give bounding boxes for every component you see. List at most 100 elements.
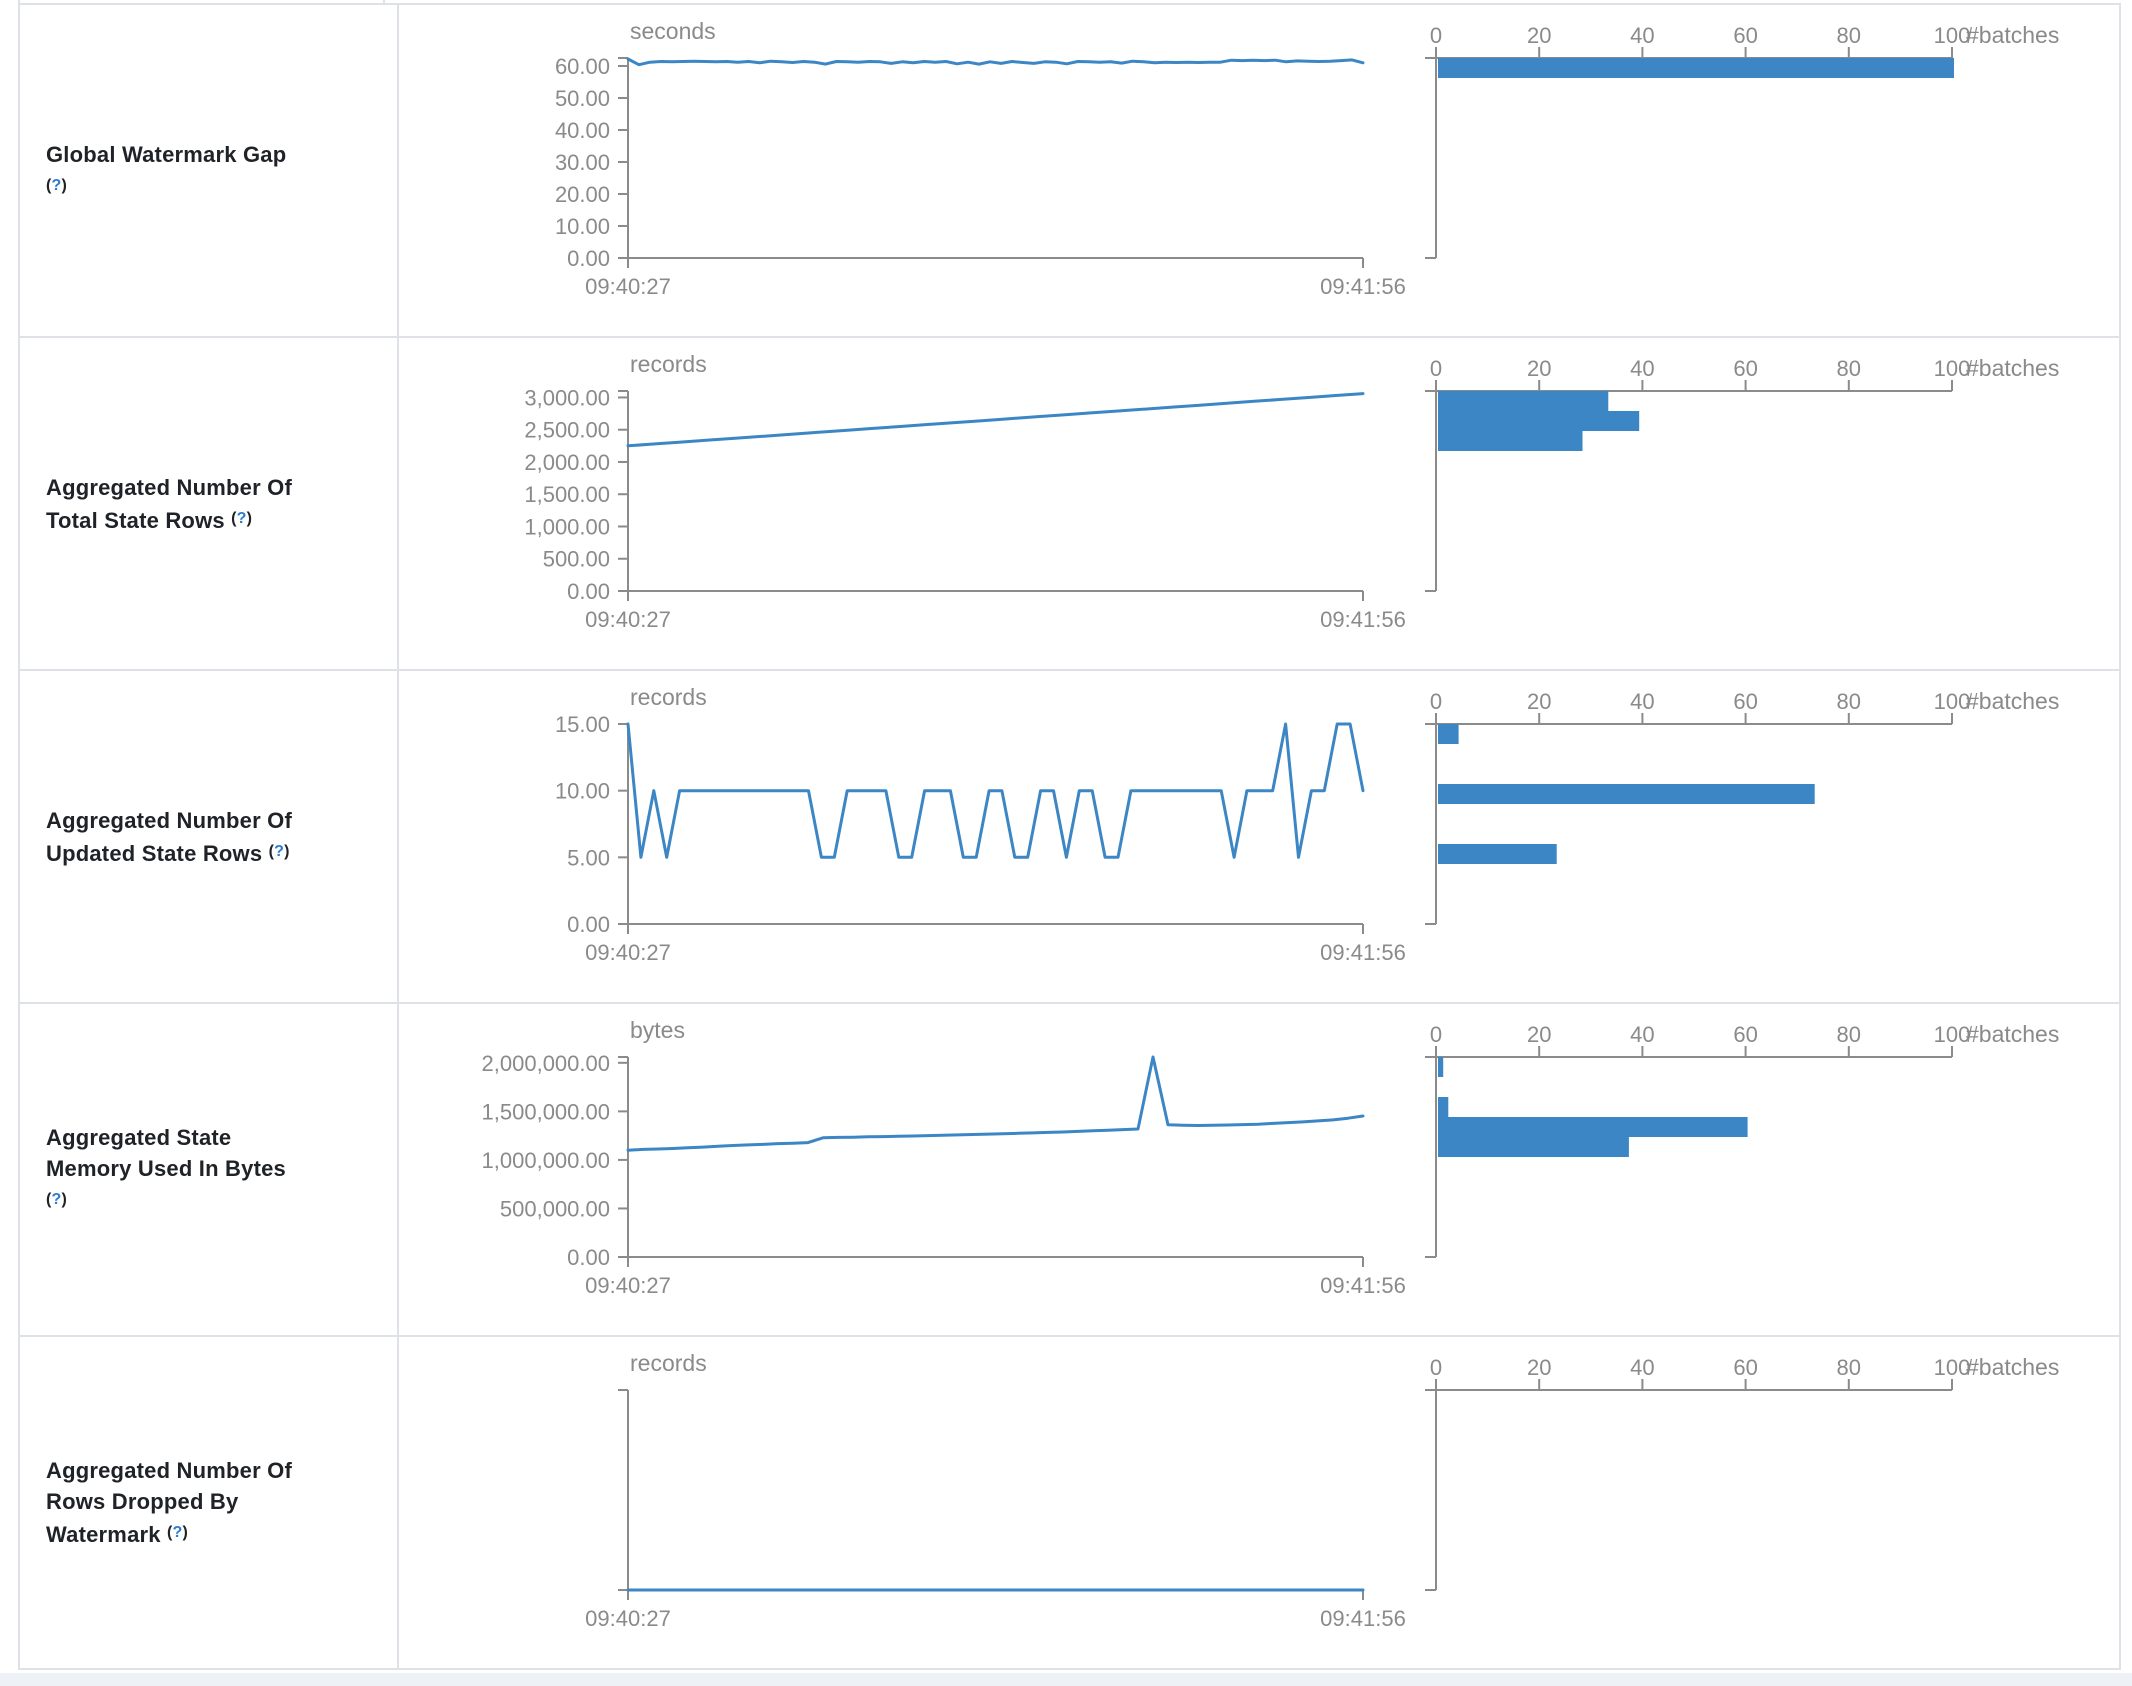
metric-charts-cell: bytes 0.00 500,000.00 1,000,000.00 1,500,000…: [399, 1004, 2119, 1335]
help-tooltip[interactable]: (?): [231, 509, 253, 527]
metric-label-line: Memory Used In Bytes: [46, 1156, 286, 1181]
axis-label: 80: [1837, 356, 1861, 381]
help-tooltip[interactable]: (?): [268, 842, 290, 860]
metric-charts-svg: records 0.00 5.00 10.00 15.00 09:40:27 09:41:5…: [555, 684, 2059, 965]
axis-label: 40.00: [555, 118, 610, 143]
histogram-chart: 0 20 40 60 80 100#batches: [1425, 688, 2059, 925]
page-bottom-strip: [0, 1673, 2132, 1686]
metric-label-cell: Aggregated Number Of Total State Rows (?): [20, 338, 399, 669]
metric-row-5: Aggregated Number Of Rows Dropped By Water…: [20, 1337, 2119, 1670]
axis-label: #batches: [1966, 1354, 2059, 1380]
axis-label: 0: [1430, 23, 1442, 48]
metric-charts-svg: seconds 0.00 10.00 20.00 30.00 40.00 50.00 60.0…: [555, 18, 2059, 299]
histogram-bar: [1438, 784, 1815, 804]
axis-label: records: [630, 684, 707, 710]
metric-row-2: Aggregated Number Of Total State Rows (?)…: [20, 338, 2119, 671]
metric-row-4: Aggregated State Memory Used In Bytes (?) …: [20, 1004, 2119, 1337]
axis-label: 60: [1733, 356, 1757, 381]
axis-label: 50.00: [555, 86, 610, 111]
histogram-bar: [1438, 1117, 1748, 1137]
axis-label: 20: [1527, 356, 1551, 381]
timeline-series-line: [626, 392, 1365, 448]
metric-row-3: Aggregated Number Of Updated State Rows (…: [20, 671, 2119, 1004]
axis-label: 40: [1630, 689, 1654, 714]
timeline-chart: seconds 0.00 10.00 20.00 30.00 40.00 50.00 60.0…: [555, 18, 1406, 299]
help-question-icon: ?: [51, 176, 62, 194]
axis-label: 09:40:27: [585, 607, 671, 632]
timeline-series-line: [626, 722, 1365, 859]
axis-label: 20.00: [555, 182, 610, 207]
axis-label: 0.00: [567, 912, 610, 937]
histogram-bar: [1438, 1097, 1449, 1117]
metric-label-cell: Aggregated State Memory Used In Bytes (?): [20, 1004, 399, 1335]
axis-label: 2,000.00: [524, 450, 610, 475]
metric-charts-cell: seconds 0.00 10.00 20.00 30.00 40.00 50.00 60.0…: [399, 5, 2119, 336]
axis-label: 20: [1527, 689, 1551, 714]
axis-label: 15.00: [555, 712, 610, 737]
axis-label: 40: [1630, 1355, 1654, 1380]
timeline-chart: bytes 0.00 500,000.00 1,000,000.00 1,500,000…: [482, 1017, 1406, 1298]
axis-label: 09:40:27: [585, 1606, 671, 1631]
axis-label: records: [630, 351, 707, 377]
axis-label: 09:41:56: [1320, 1273, 1406, 1298]
axis-label: 80: [1837, 23, 1861, 48]
axis-label: 09:41:56: [1320, 1606, 1406, 1631]
metric-charts-svg: records 0.00 500.00 1,000.00 1,500.00 2,000.0…: [524, 351, 2059, 632]
axis-label: bytes: [630, 1017, 685, 1043]
metric-label-line: Aggregated Number Of: [46, 807, 293, 833]
axis-label: 80: [1837, 1355, 1861, 1380]
axis-label: 0: [1430, 1355, 1442, 1380]
axis-label: 500.00: [543, 547, 610, 572]
histogram-bar: [1438, 1137, 1629, 1157]
metric-row-1: Global Watermark Gap (?) seconds 0.00 10.00…: [20, 5, 2119, 338]
histogram-bar: [1438, 58, 1954, 78]
axis-label: 100: [1934, 1355, 1971, 1380]
histogram-bar: [1438, 391, 1609, 411]
help-tooltip[interactable]: (?): [46, 1191, 68, 1208]
axis-label: 500,000.00: [500, 1196, 610, 1221]
axis-label: records: [630, 1350, 707, 1376]
axis-label: 40: [1630, 1022, 1654, 1047]
axis-label: 80: [1837, 689, 1861, 714]
axis-label: 5.00: [567, 845, 610, 870]
axis-label: 0.00: [567, 246, 610, 271]
metric-label-line: Aggregated Number Of: [46, 1458, 293, 1483]
axis-label: 0: [1430, 356, 1442, 381]
table-top-edge-stub-left: [18, 0, 20, 3]
histogram-chart: 0 20 40 60 80 100#batches: [1425, 22, 2059, 259]
timeline-series-line: [626, 57, 1365, 67]
metric-label-cell: Aggregated Number Of Rows Dropped By Water…: [20, 1337, 399, 1668]
axis-label: #batches: [1966, 22, 2059, 48]
axis-label: 60: [1733, 689, 1757, 714]
axis-label: 2,000,000.00: [482, 1051, 610, 1076]
axis-label: 09:41:56: [1320, 940, 1406, 965]
axis-label: 100: [1934, 23, 1971, 48]
axis-label: 60: [1733, 23, 1757, 48]
metric-charts-cell: records 0.00 500.00 1,000.00 1,500.00 2,000.0…: [399, 338, 2119, 669]
axis-label: 60.00: [555, 54, 610, 79]
axis-label: 60: [1733, 1022, 1757, 1047]
help-tooltip[interactable]: (?): [46, 176, 68, 194]
axis-label: 100: [1934, 356, 1971, 381]
axis-label: 60: [1733, 1355, 1757, 1380]
axis-label: 40: [1630, 23, 1654, 48]
histogram-bar: [1438, 1057, 1444, 1077]
metric-label-cell: Aggregated Number Of Updated State Rows (…: [20, 671, 399, 1002]
axis-label: 09:40:27: [585, 940, 671, 965]
axis-label: 0.00: [567, 1245, 610, 1270]
axis-label: 20: [1527, 1355, 1551, 1380]
axis-label: seconds: [630, 18, 716, 44]
axis-label: #batches: [1966, 688, 2059, 714]
metric-label-line: Total State Rows (?): [46, 507, 253, 533]
help-tooltip[interactable]: (?): [167, 1524, 189, 1541]
axis-label: 100: [1934, 1022, 1971, 1047]
axis-label: 1,000.00: [524, 514, 610, 539]
metric-label-line: Aggregated State: [46, 1125, 232, 1150]
metric-label-line: Aggregated Number Of: [46, 474, 293, 500]
axis-label: #batches: [1966, 355, 2059, 381]
metric-label-line: Watermark (?): [46, 1522, 189, 1547]
metric-charts-cell: records 09:40:27 09:41:56 0 20 40 60 80 100 #batc…: [399, 1337, 2119, 1668]
histogram-bar: [1438, 411, 1640, 431]
metric-charts-svg: bytes 0.00 500,000.00 1,000,000.00 1,500,000…: [482, 1017, 2060, 1298]
axis-label: 09:40:27: [585, 1273, 671, 1298]
